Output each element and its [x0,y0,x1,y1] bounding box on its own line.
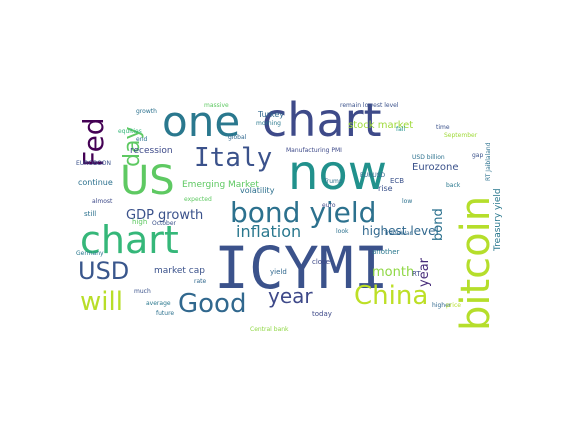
word: fall [396,126,406,133]
word: look [336,228,349,235]
word: almost [92,198,113,205]
word: US [120,158,175,204]
word: today [312,310,332,318]
word: ECB [390,177,405,185]
word: highest level [362,224,439,238]
word: one [162,97,241,146]
word: end [136,136,148,143]
word: EURUSD [360,172,386,179]
word: chart [80,218,179,262]
word: remain lowest level [340,102,399,109]
word: future [156,310,175,317]
word: higher [432,302,452,309]
word: low [402,198,413,205]
word: global [228,134,247,141]
word: will [80,287,123,317]
word: massive [204,102,229,109]
word: high [132,218,148,226]
word: Good [178,289,247,319]
word: ICYMI [214,234,389,302]
word: price [446,302,461,309]
word: close [312,258,331,266]
word: Eurozone [412,162,459,173]
word: continue [78,178,113,187]
word: Emerging Market [182,180,259,190]
word: stock market [348,120,414,131]
word: October [152,220,177,227]
word: year [268,284,313,308]
word: average [146,300,171,307]
word: month [372,265,415,280]
word: September [444,132,478,139]
word: morning [256,120,281,127]
word: GDP growth [126,208,204,223]
word: equities [118,128,142,135]
word: market cap [154,266,205,276]
word: growth [136,108,157,115]
word: much [134,288,151,295]
word: yield [270,268,287,276]
word: USD billion [412,154,445,161]
word: volatility [240,186,275,195]
word: Manufacturing PMI [286,147,342,154]
word: now [288,145,388,201]
word: Germany [76,250,104,257]
word: EUROBOON [76,160,112,167]
word: expected [184,196,212,203]
word: gap [472,152,484,159]
word: bitcoin [453,195,499,331]
word: back [446,182,461,189]
word: China [354,281,429,311]
word: recession [130,146,173,156]
word: bond yield [230,196,377,229]
word: Turkey [258,110,285,119]
word: inflation [236,222,302,241]
word: bond [431,208,446,241]
word: RT Jaiblaland [485,142,492,181]
word: still [84,210,97,218]
word: Trump [324,178,343,185]
word: chart [262,93,382,147]
word: rise [378,184,393,193]
word: Central bank [250,326,289,333]
word: Treasury yield [493,188,503,251]
word: USD [78,257,130,285]
word: euro [322,202,336,209]
word: another [372,248,400,256]
word: Italy [194,143,273,173]
word-cloud: ICYMI now chart one bitcoin US chart bon… [72,91,504,336]
word: rate [194,278,207,285]
word: RT [412,270,421,278]
word: time [436,124,450,131]
word: TradeWar [384,230,413,237]
